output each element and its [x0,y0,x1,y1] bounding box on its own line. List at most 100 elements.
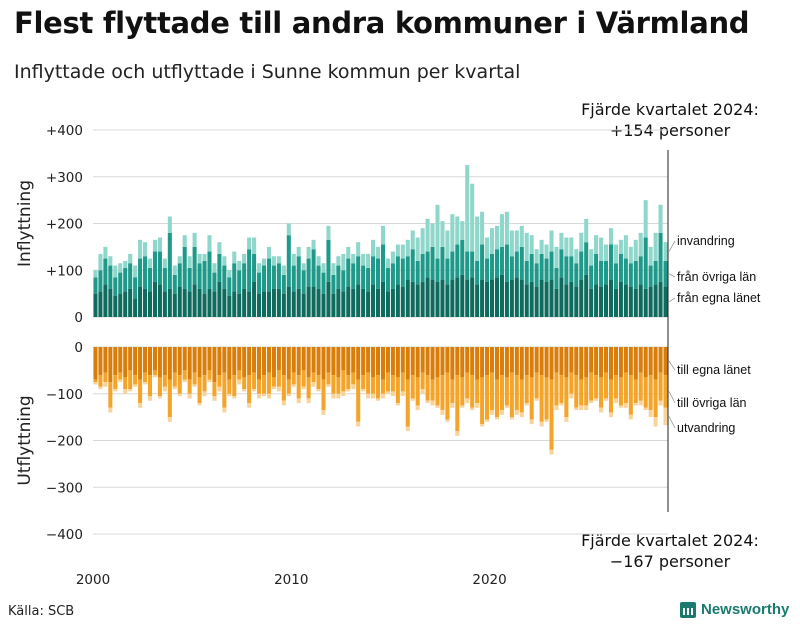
bar-segment [549,251,554,280]
bar-segment [375,288,381,317]
bar-segment [296,246,301,257]
bar-segment [415,405,420,411]
bar-segment [157,237,162,252]
bar-segment [182,379,187,383]
bar-segment [584,274,589,317]
bar-segment [628,246,633,264]
bar-segment [172,274,177,294]
bar-segment [569,256,574,282]
bar-segment [366,372,371,394]
bar-segment [371,256,376,285]
bar-segment [514,230,519,252]
bar-segment [162,386,167,392]
bar-segment [385,372,390,392]
bar-segment [375,258,381,289]
bar-segment [257,263,262,273]
bar-segment [138,286,143,317]
bar-segment [266,258,271,292]
bar-segment [247,347,252,376]
bar-segment [529,377,534,420]
bar-segment [450,403,455,408]
bar-segment [93,347,98,380]
bar-segment [589,265,594,289]
bar-segment [257,347,262,380]
bar-segment [450,279,455,317]
bar-segment [604,244,609,261]
bar-segment [257,379,262,394]
bar-segment [425,251,430,278]
bar-segment [400,244,405,259]
bar-segment [450,347,455,380]
bar-segment [108,347,113,383]
bar-segment [306,347,311,378]
bar-segment [544,377,549,420]
bar-segment [584,347,589,378]
bar-segment [167,347,172,380]
bar-segment [207,379,212,383]
bar-segment [212,291,217,317]
bar-segment [336,256,341,266]
bar-segment [380,244,386,282]
bar-segment [539,239,544,254]
bar-segment [594,284,599,317]
bar-segment [147,375,153,397]
bar-segment [261,291,267,317]
bar-segment [147,347,153,376]
bar-segment [217,242,222,254]
bar-segment [375,398,381,401]
bar-segment [118,263,123,273]
bar-segment [628,347,633,376]
bar-segment [499,347,504,376]
bar-segment [460,239,465,275]
bar-segment [271,347,276,378]
y-tick-label: −400 [46,527,83,543]
bar-segment [321,272,326,294]
bar-segment [331,274,336,294]
bar-segment [400,286,405,317]
bar-segment [480,211,485,245]
bar-segment [356,421,361,427]
bar-segment [108,288,113,317]
bar-segment [123,377,128,390]
bar-segment [276,386,281,392]
bar-segment [192,284,197,317]
bar-segment [613,347,618,376]
bar-segment [143,347,148,373]
bar-segment [643,200,648,238]
bar-segment [147,258,153,268]
bar-segment [658,204,663,233]
bar-segment [207,347,212,371]
bar-segment [291,291,296,317]
bar-segment [351,372,356,385]
bar-segment [316,389,321,392]
bar-segment [202,253,207,261]
bar-segment [430,223,435,247]
bar-segment [658,400,663,406]
bar-segment [554,372,559,406]
bar-segment [623,284,628,317]
bar-segment [133,298,138,317]
bar-segment [351,253,356,264]
bar-segment [306,258,311,287]
bar-segment [499,274,504,317]
bar-segment [276,263,281,289]
bar-segment [539,421,544,427]
bar-segment [589,288,594,317]
bar-segment [286,223,291,236]
bar-segment [613,263,618,289]
bar-segment [266,393,271,399]
bar-segment [544,258,549,282]
bar-segment [351,384,356,390]
bar-segment [455,244,460,278]
bar-segment [341,347,346,371]
bar-segment [564,284,569,317]
bar-segment [539,375,544,422]
bar-segment [212,382,217,397]
bar-segment [232,347,237,376]
bar-segment [147,267,153,292]
bar-segment [172,386,177,390]
bar-segment [252,347,257,373]
bar-segment [192,232,197,247]
bar-segment [311,239,316,250]
bar-segment [584,242,589,275]
